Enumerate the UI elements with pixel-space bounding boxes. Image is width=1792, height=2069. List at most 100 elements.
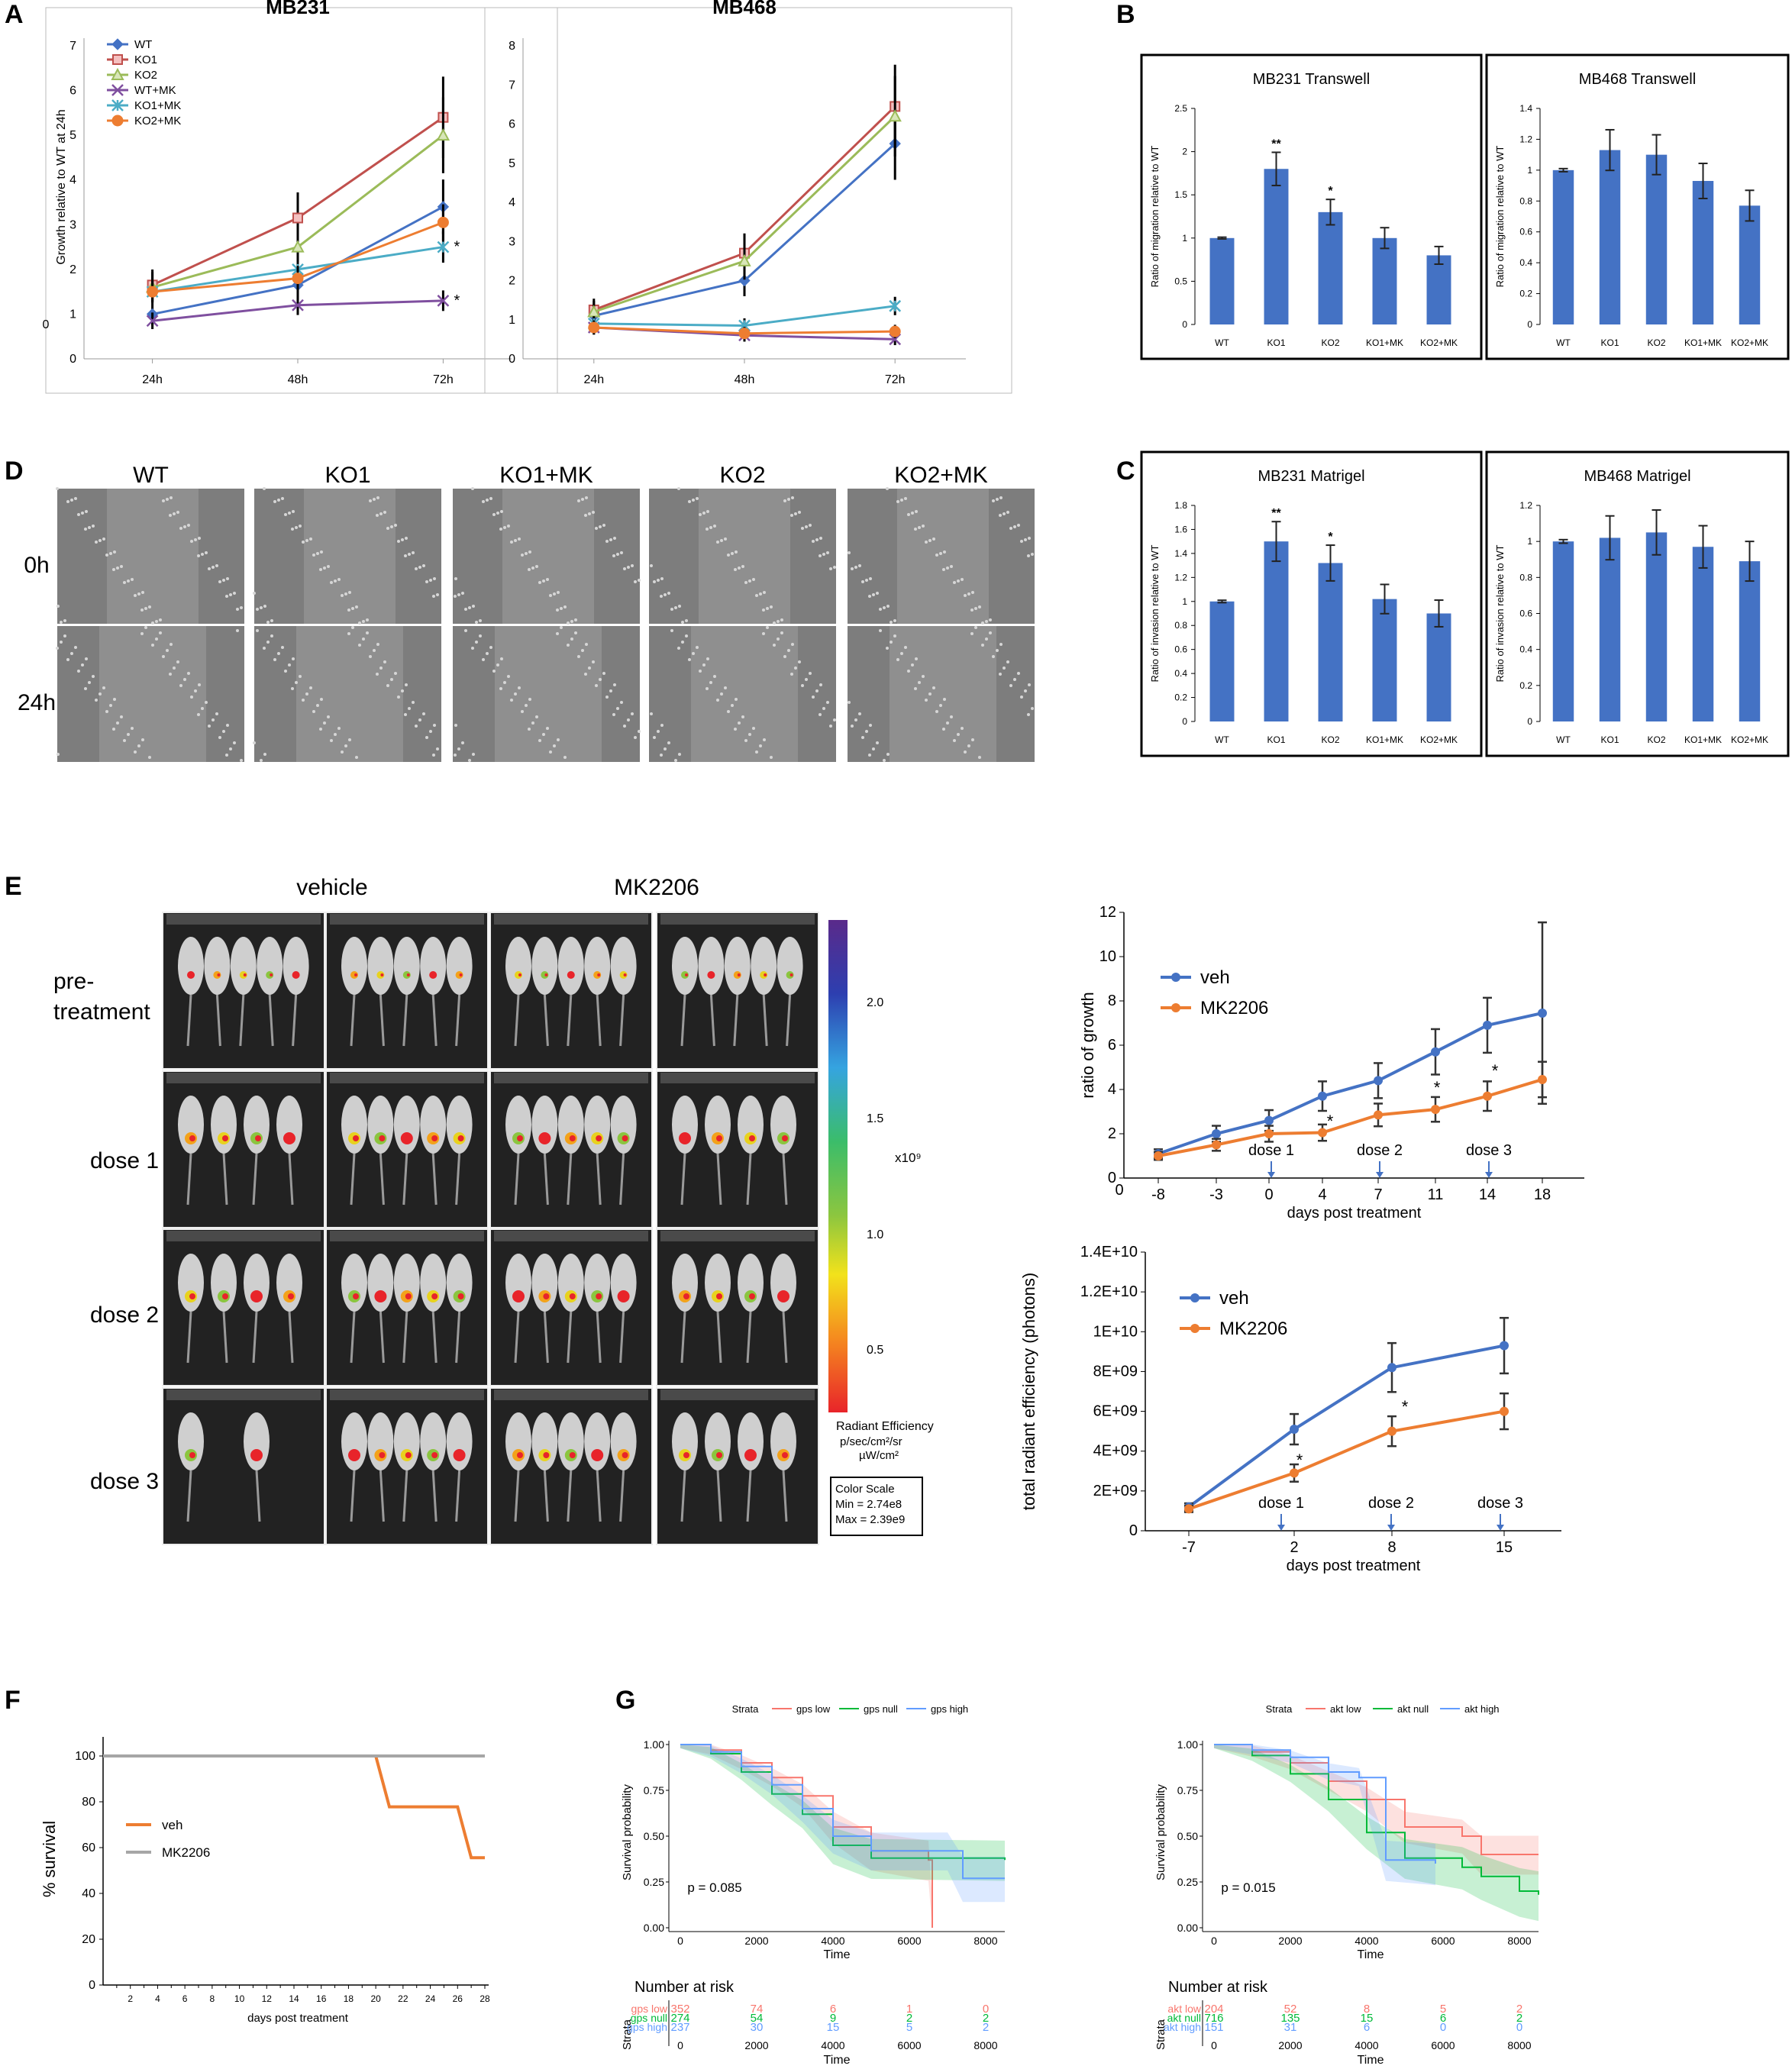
data-point <box>1538 1008 1547 1018</box>
cell <box>341 750 344 754</box>
cell <box>865 730 868 733</box>
cell <box>770 605 773 608</box>
legend-title: Strata <box>1266 1703 1293 1715</box>
risk-table-label: Strata <box>621 2019 634 2050</box>
cell <box>805 525 808 528</box>
cell <box>738 721 741 725</box>
cell <box>716 541 719 544</box>
tumor-signal <box>596 1135 602 1141</box>
cell <box>1017 672 1020 675</box>
x-tick-label: -8 <box>1151 1186 1165 1203</box>
mouse-body <box>211 1254 237 1312</box>
cell <box>660 595 663 598</box>
cell <box>226 724 229 727</box>
mouse-body <box>393 1412 420 1470</box>
mouse-body <box>178 1096 204 1154</box>
cell <box>479 619 482 622</box>
cell <box>319 568 322 571</box>
cell <box>429 579 432 582</box>
y-tick-label: 4 <box>69 174 76 187</box>
y-tick-label: 2.5 <box>1174 103 1187 114</box>
cell <box>660 577 664 580</box>
y-tick-label: 4 <box>509 196 515 209</box>
cell <box>588 512 591 515</box>
cell <box>599 525 602 528</box>
mouse-body <box>230 937 257 995</box>
cell <box>762 632 765 635</box>
data-point <box>1387 1363 1396 1373</box>
ivis-image <box>325 1228 489 1386</box>
cell <box>585 496 588 499</box>
legend-label: gps high <box>931 1703 968 1715</box>
y-tick-label: 0.50 <box>644 1830 664 1842</box>
cell <box>989 631 992 634</box>
cell <box>915 510 918 513</box>
data-point <box>1264 1115 1274 1125</box>
x-tick-label: 0 <box>1264 1186 1273 1203</box>
x-tick-label: KO1 <box>1600 734 1619 745</box>
cell <box>702 512 705 515</box>
cell <box>198 537 201 540</box>
point-marker <box>111 115 124 127</box>
cell <box>112 728 115 731</box>
cell <box>706 657 709 660</box>
tumor-signal <box>457 1293 464 1299</box>
cell <box>556 632 559 635</box>
ivis-image <box>656 1228 819 1386</box>
risk-x-tick-label: 0 <box>677 2039 683 2051</box>
tumor-signal <box>543 1293 550 1299</box>
cell <box>609 538 612 541</box>
scratch-gap <box>304 489 396 624</box>
bar-KO1 <box>1264 541 1289 721</box>
risk-x-axis-label: Time <box>1358 2054 1384 2067</box>
data-point <box>1431 1047 1440 1057</box>
cell <box>574 618 577 621</box>
y-tick-label: 2 <box>69 263 76 276</box>
cell <box>911 663 914 667</box>
data-point <box>1212 1140 1221 1150</box>
cell <box>92 525 95 528</box>
mouse-body <box>420 1096 447 1154</box>
cell <box>943 550 946 554</box>
chart-C2: MB468 Matrigel 0 0.2 0.4 0.6 0.8 1 1.2 Ratio of … <box>1485 450 1790 757</box>
ivis-image <box>162 1387 325 1545</box>
survival-curve <box>1214 1744 1539 1855</box>
y-tick-label: 7 <box>69 40 76 53</box>
y-axis-label: Ratio of invasion relative to WT <box>1494 544 1506 682</box>
cell <box>886 605 890 608</box>
cell <box>316 552 319 555</box>
ivis-holder <box>166 914 321 925</box>
y-tick-label: 1 <box>1182 233 1187 244</box>
mouse-tail <box>268 994 274 1047</box>
cell <box>140 608 144 612</box>
cell <box>1013 525 1016 528</box>
bar-KO1+MK <box>1692 547 1714 721</box>
tumor-signal <box>623 973 627 976</box>
y-tick-label: 0 <box>1527 319 1532 330</box>
cell <box>939 552 942 555</box>
cell <box>851 725 854 728</box>
color-scale-box <box>830 1477 923 1536</box>
y-tick-label: 1.4 <box>1519 103 1532 114</box>
cell <box>351 607 354 610</box>
cell <box>412 551 415 554</box>
cell <box>865 579 868 582</box>
cell <box>773 621 776 625</box>
data-point <box>1318 1128 1327 1138</box>
x-tick-label: KO2+MK <box>1420 337 1458 348</box>
cell <box>240 606 243 609</box>
risk-x-tick-label: 4000 <box>821 2039 844 2051</box>
tumor-signal <box>222 1293 228 1299</box>
cell <box>366 631 369 634</box>
data-point <box>1264 1129 1274 1138</box>
cell <box>953 739 956 742</box>
mouse-tail <box>186 994 192 1047</box>
point-marker <box>292 273 304 285</box>
y-tick-label: 4E+09 <box>1093 1443 1138 1460</box>
cell <box>1017 524 1020 527</box>
cell <box>194 538 197 541</box>
cell <box>688 658 691 661</box>
data-point <box>1154 1151 1163 1160</box>
cell <box>401 689 404 692</box>
y-tick-label: 2E+09 <box>1093 1483 1138 1499</box>
